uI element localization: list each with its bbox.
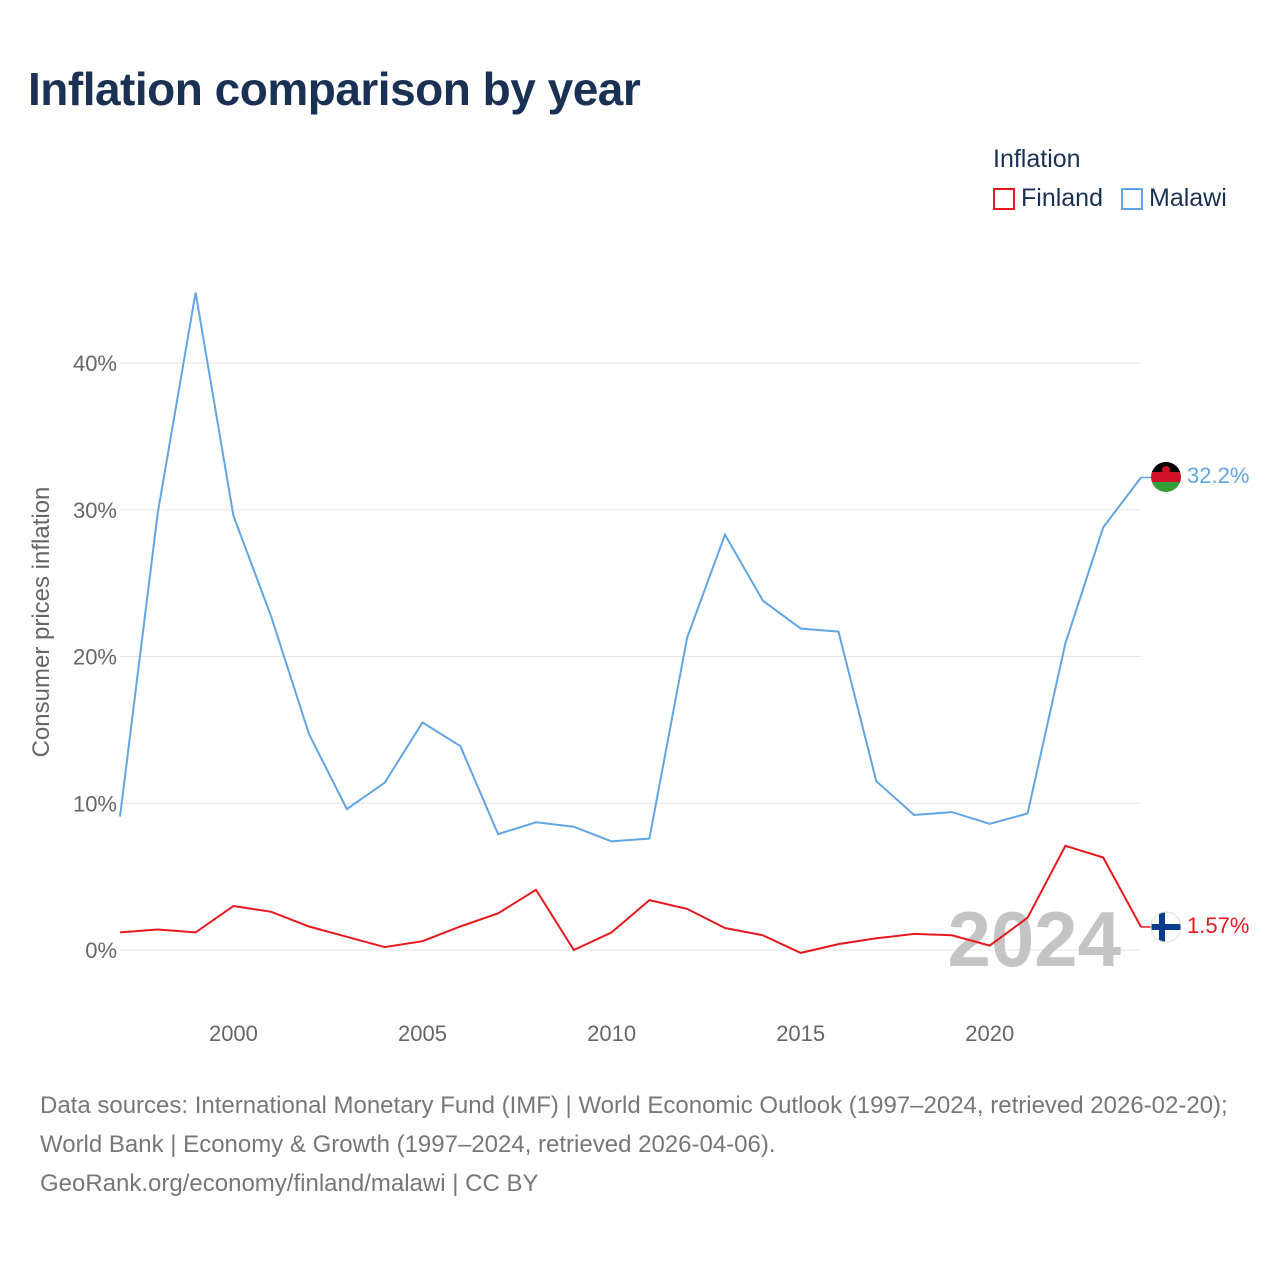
x-tick-label: 2000 [209,1021,258,1046]
legend-item-malawi[interactable]: Malawi [1121,184,1227,213]
chart-title: Inflation comparison by year [28,63,641,115]
y-tick-label: 20% [73,645,117,670]
legend-title: Inflation [993,145,1081,173]
legend-label-finland: Finland [1021,184,1103,212]
y-tick-label: 10% [73,791,117,816]
y-tick-label: 30% [73,498,117,523]
malawi-flag-icon [1151,462,1181,492]
legend-item-finland[interactable]: Finland [993,184,1103,213]
source-link[interactable]: GeoRank.org/economy/finland/malawi | CC … [40,1170,539,1197]
finland-flag-icon [1151,912,1181,942]
legend-label-malawi: Malawi [1149,184,1227,212]
series-line-finland[interactable] [119,844,1142,954]
year-watermark: 2024 [947,895,1121,983]
x-tick-label: 2020 [965,1021,1014,1046]
y-tick-label: 0% [85,938,117,963]
legend-swatch-malawi [1121,187,1143,210]
end-label-finland: 1.57% [1187,913,1249,938]
source-note: Data sources: International Monetary Fun… [40,1086,1250,1203]
source-text: Data sources: International Monetary Fun… [40,1092,1228,1158]
legend: Inflation Finland Malawi [993,145,1227,213]
x-tick-label: 2005 [398,1021,447,1046]
end-label-malawi: 32.2% [1187,463,1249,488]
x-tick-label: 2015 [776,1021,825,1046]
series-line-malawi[interactable] [119,292,1142,843]
x-tick-label: 2010 [587,1021,636,1046]
legend-swatch-finland [993,187,1015,210]
y-tick-label: 40% [73,351,117,376]
